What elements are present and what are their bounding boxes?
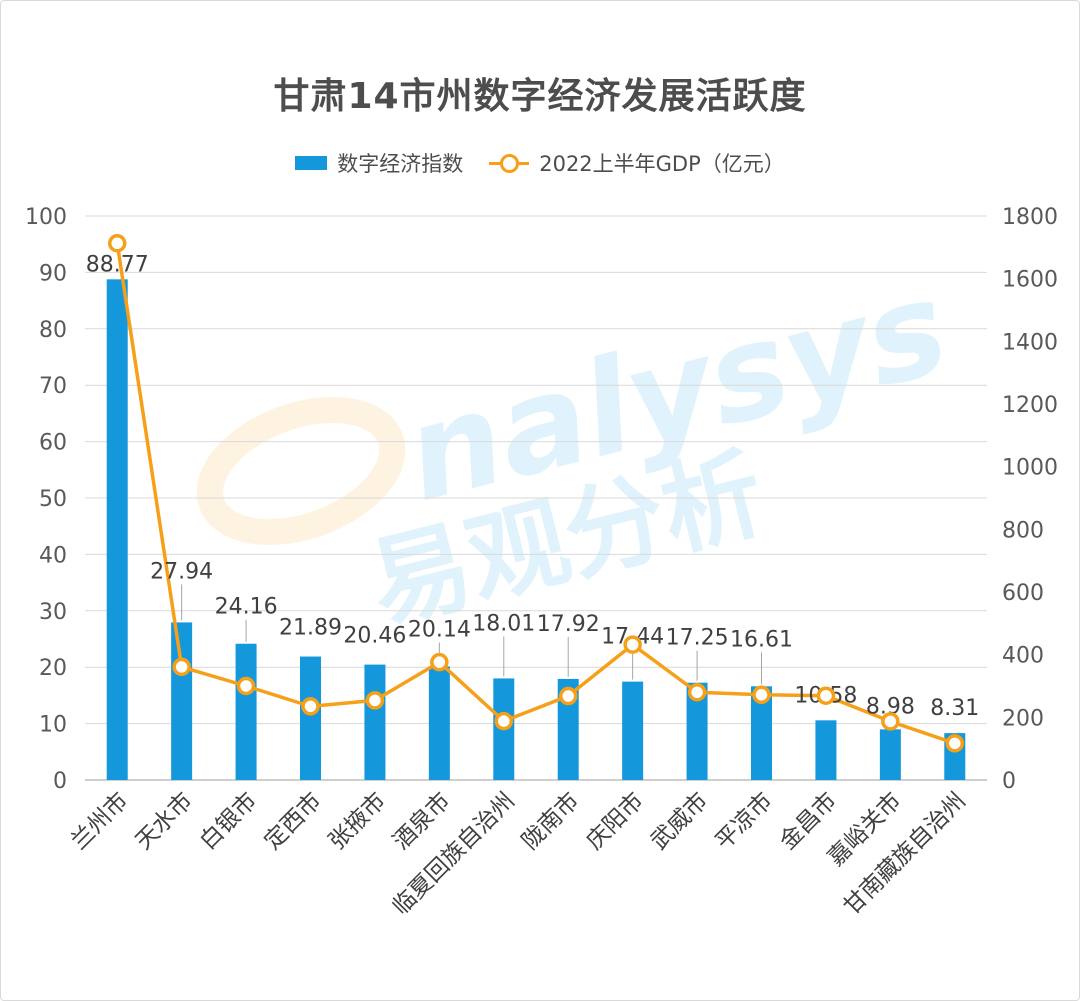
bar <box>557 678 579 780</box>
y-right-tick-label: 0 <box>1002 769 1016 794</box>
y-left-tick-label: 70 <box>39 374 67 399</box>
bar-data-label: 24.16 <box>215 595 278 620</box>
x-category-label: 兰州市 <box>66 788 133 855</box>
y-right-tick-label: 400 <box>1002 644 1044 669</box>
bar-data-label: 21.89 <box>279 616 342 641</box>
x-category-label: 天水市 <box>131 788 198 855</box>
bar <box>751 686 772 780</box>
x-category-label: 平凉市 <box>711 788 778 855</box>
legend-item-bar: 数字经济指数 <box>295 148 463 178</box>
bar <box>815 720 837 780</box>
bar-data-label: 8.31 <box>930 696 979 721</box>
bar-data-label: 17.25 <box>666 626 729 651</box>
bar <box>428 666 450 780</box>
x-category-label: 定西市 <box>260 788 327 855</box>
gdp-point <box>558 686 578 706</box>
gdp-line <box>115 242 956 745</box>
y-left-tick-label: 30 <box>39 600 67 625</box>
y-left-tick-label: 40 <box>39 543 67 568</box>
y-left-tick-label: 0 <box>53 769 67 794</box>
bar <box>235 643 257 780</box>
y-left-tick-label: 90 <box>39 261 67 286</box>
bar <box>879 729 901 780</box>
legend-bar-swatch <box>295 156 328 170</box>
legend-line-label: 2022上半年GDP（亿元） <box>539 152 785 176</box>
bar-data-label: 18.01 <box>472 611 535 636</box>
y-right-tick-label: 1000 <box>1002 456 1058 481</box>
gdp-point <box>752 685 771 705</box>
gdp-point <box>623 635 642 654</box>
y-right-tick-label: 200 <box>1002 706 1044 731</box>
gdp-point <box>945 734 965 753</box>
gdp-point <box>494 711 514 731</box>
y-left-tick-label: 100 <box>25 205 67 230</box>
gdp-point <box>236 676 256 696</box>
y-left-tick-label: 50 <box>39 487 67 512</box>
y-right-tick-label: 1800 <box>1002 205 1058 230</box>
bar <box>622 681 644 780</box>
x-category-label: 陇南市 <box>517 788 584 855</box>
legend-bar-label: 数字经济指数 <box>337 152 464 176</box>
bar-data-label: 20.46 <box>343 624 406 649</box>
bar <box>171 622 193 780</box>
gdp-point <box>172 657 191 677</box>
gdp-point <box>107 234 127 253</box>
y-right-tick-label: 600 <box>1002 581 1044 606</box>
bar <box>106 279 128 780</box>
bar <box>686 682 708 780</box>
bar-data-label: 27.94 <box>150 559 213 584</box>
bar-data-label: 17.92 <box>537 612 600 637</box>
y-left-tick-label: 20 <box>39 656 67 681</box>
y-left-tick-label: 10 <box>39 713 67 738</box>
x-category-label: 武威市 <box>646 788 713 855</box>
bar <box>300 656 321 780</box>
gdp-point <box>365 691 385 710</box>
gdp-point <box>430 652 449 672</box>
y-right-tick-label: 1200 <box>1002 393 1058 418</box>
x-category-label: 张掖市 <box>324 788 391 855</box>
gdp-point <box>301 697 320 716</box>
x-category-label: 白银市 <box>195 788 262 855</box>
x-category-label: 庆阳市 <box>582 788 649 855</box>
gdp-point <box>816 686 836 705</box>
bar <box>364 664 386 780</box>
bar-data-label: 20.14 <box>408 617 471 642</box>
y-right-tick-label: 800 <box>1002 518 1044 543</box>
y-left-tick-label: 80 <box>39 318 67 343</box>
y-right-tick-label: 1600 <box>1002 268 1058 293</box>
y-left-tick-label: 60 <box>39 431 67 456</box>
gdp-point <box>687 683 707 702</box>
chart-legend: 数字经济指数 2022上半年GDP（亿元） <box>1 148 1079 178</box>
bar-data-label: 16.61 <box>730 627 793 652</box>
bar-data-label: 88.77 <box>86 252 149 277</box>
legend-line-swatch <box>489 153 530 173</box>
watermark-logo-icon <box>196 396 406 546</box>
chart-title: 甘肃14市州数字经济发展活跃度 <box>273 76 807 117</box>
gdp-point <box>881 712 900 731</box>
legend-item-line: 2022上半年GDP（亿元） <box>489 148 785 178</box>
y-right-tick-label: 1400 <box>1002 330 1058 355</box>
